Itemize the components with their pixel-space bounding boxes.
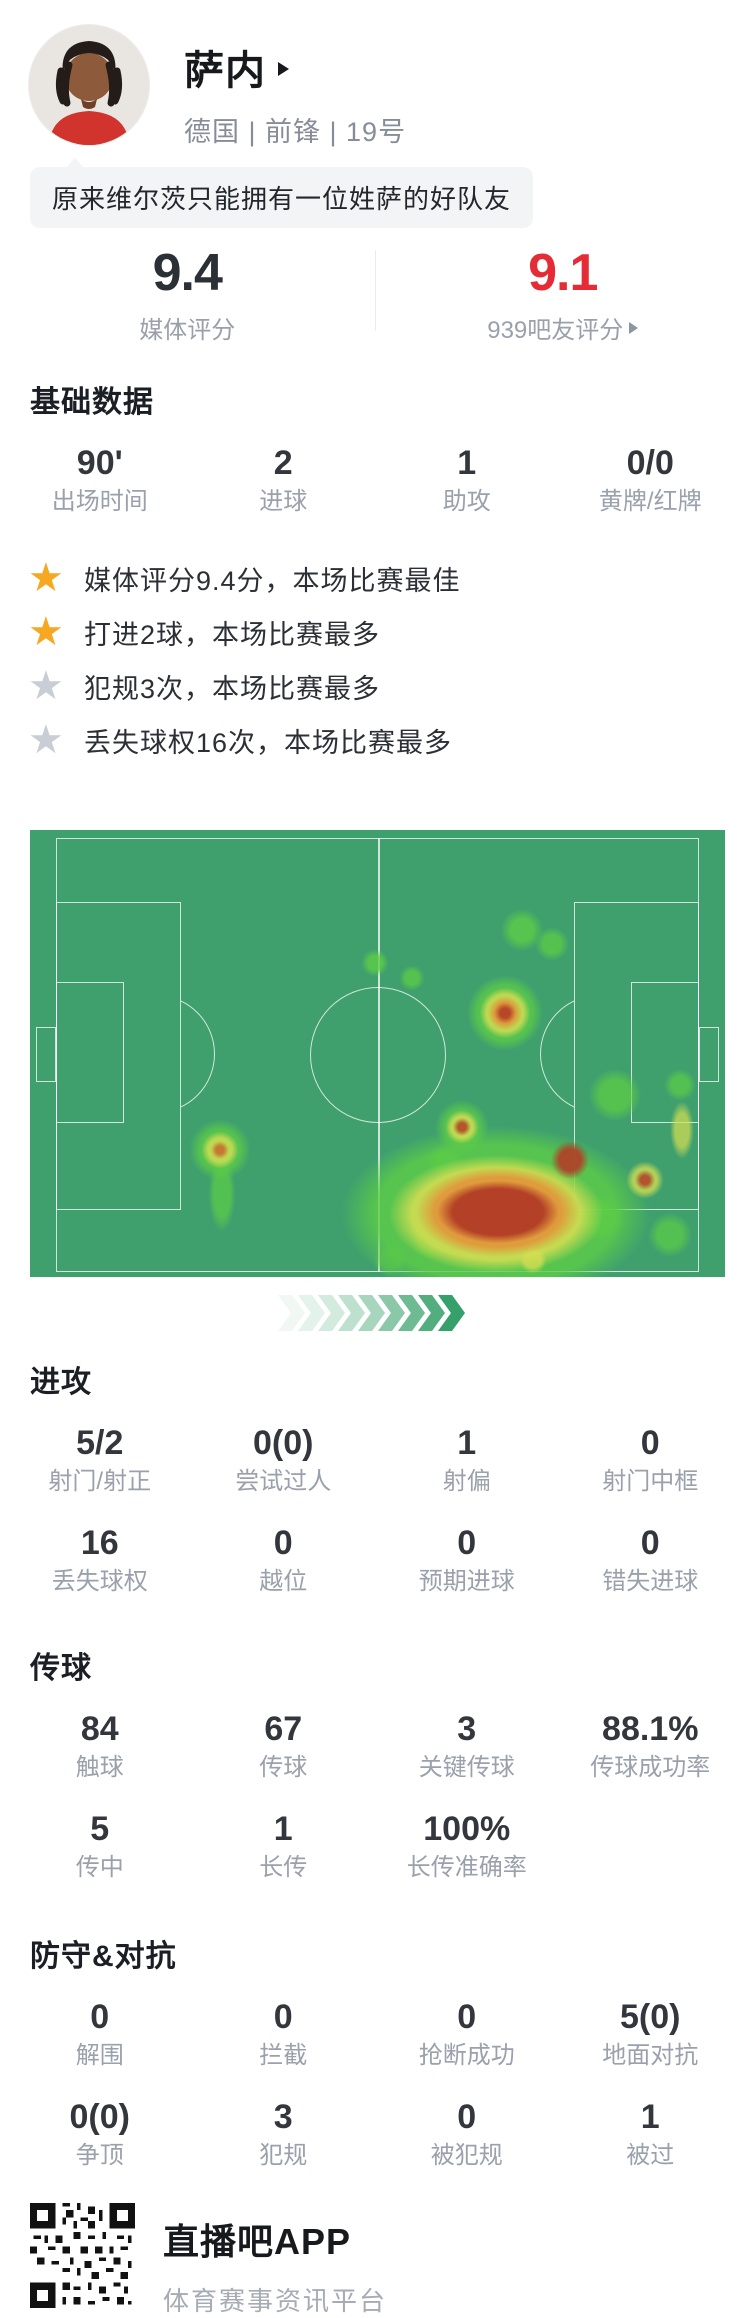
stat-aerial-duels: 0(0) 争顶 xyxy=(8,2097,192,2171)
player-photo xyxy=(29,25,149,145)
player-avatar xyxy=(28,24,150,146)
stat-key-passes: 3 关键传球 xyxy=(375,1709,559,1783)
stat-touches: 84 触球 xyxy=(8,1709,192,1783)
fan-rating-label-text: 939吧友评分 xyxy=(487,310,623,345)
stat-long-ball-accuracy: 100% 长传准确率 xyxy=(375,1809,559,1883)
star-icon: ★ xyxy=(28,558,74,598)
stat-pass-accuracy: 88.1% 传球成功率 xyxy=(559,1709,743,1783)
section-basic-data: 基础数据 90' 出场时间 2 进球 1 助攻 0/0 黄牌/红牌 xyxy=(0,377,750,517)
section-title-defense: 防守&对抗 xyxy=(0,1931,750,1975)
fan-rating-value: 9.1 xyxy=(376,244,750,302)
section-title-basic: 基础数据 xyxy=(0,377,750,421)
stat-tackles-won: 0 抢断成功 xyxy=(375,1997,559,2071)
chevron-right-icon xyxy=(629,322,638,334)
passing-stats-grid: 84 触球 67 传球 3 关键传球 88.1% 传球成功率 5 传中 1 长传… xyxy=(0,1709,750,1883)
stat-shots-off-target: 1 射偏 xyxy=(375,1423,559,1497)
stat-ground-duels: 5(0) 地面对抗 xyxy=(559,1997,743,2071)
player-meta: 德国 | 前锋 | 19号 xyxy=(184,110,406,149)
heatmap-pitch xyxy=(30,830,725,1277)
app-tagline: 体育赛事资讯平台 xyxy=(163,2281,387,2318)
fan-rating-label: 939吧友评分 xyxy=(487,310,638,345)
highlight-row: ★ 犯规3次，本场比赛最多 xyxy=(28,659,722,713)
ratings-row: 9.4 媒体评分 9.1 939吧友评分 xyxy=(0,244,750,345)
penalty-arc-left xyxy=(181,995,217,1115)
section-attack: 进攻 5/2 射门/射正 0(0) 尝试过人 1 射偏 0 射门中框 16 丢失… xyxy=(0,1357,750,1597)
player-name: 萨内 xyxy=(184,38,266,96)
stat-missed-chances: 0 错失进球 xyxy=(559,1523,743,1597)
stat-dribbles: 0(0) 尝试过人 xyxy=(192,1423,376,1497)
profile-info: 萨内 德国 | 前锋 | 19号 xyxy=(184,24,406,149)
stat-crosses: 5 传中 xyxy=(8,1809,192,1883)
pitch-center-circle xyxy=(310,987,446,1123)
chevron-progress-icons xyxy=(0,1295,750,1331)
footer-text: 直播吧APP 体育赛事资讯平台 xyxy=(163,2203,387,2318)
stat-woodwork: 0 射门中框 xyxy=(559,1423,743,1497)
stat-fouls: 3 犯规 xyxy=(192,2097,376,2171)
stat-expected-goals: 0 预期进球 xyxy=(375,1523,559,1597)
attack-stats-grid: 5/2 射门/射正 0(0) 尝试过人 1 射偏 0 射门中框 16 丢失球权 … xyxy=(0,1423,750,1597)
star-icon: ★ xyxy=(28,666,74,706)
highlight-row: ★ 丢失球权16次，本场比赛最多 xyxy=(28,713,722,767)
chevron-right-icon xyxy=(278,62,289,76)
goal-left xyxy=(36,1027,56,1082)
stat-assists: 1 助攻 xyxy=(375,443,559,517)
highlight-row: ★ 媒体评分9.4分，本场比赛最佳 xyxy=(28,551,722,605)
stat-interceptions: 0 拦截 xyxy=(192,1997,376,2071)
profile-header: 萨内 德国 | 前锋 | 19号 xyxy=(0,0,750,149)
section-passing: 传球 84 触球 67 传球 3 关键传球 88.1% 传球成功率 5 传中 1… xyxy=(0,1643,750,1883)
stat-goals: 2 进球 xyxy=(192,443,376,517)
penalty-arc-right xyxy=(538,995,574,1115)
stat-offsides: 0 越位 xyxy=(192,1523,376,1597)
stat-passes: 67 传球 xyxy=(192,1709,376,1783)
stat-minutes: 90' 出场时间 xyxy=(8,443,192,517)
quote-bubble: 原来维尔茨只能拥有一位姓萨的好队友 xyxy=(30,167,533,228)
goal-right xyxy=(699,1027,719,1082)
goal-area-right xyxy=(631,982,699,1123)
defense-stats-grid: 0 解围 0 拦截 0 抢断成功 5(0) 地面对抗 0(0) 争顶 3 犯规 … xyxy=(0,1997,750,2171)
stat-empty xyxy=(559,1809,743,1883)
app-name: 直播吧APP xyxy=(163,2213,387,2265)
star-icon: ★ xyxy=(28,720,74,760)
section-title-passing: 传球 xyxy=(0,1643,750,1687)
media-rating: 9.4 媒体评分 xyxy=(0,244,375,345)
section-title-attack: 进攻 xyxy=(0,1357,750,1401)
goal-area-left xyxy=(56,982,124,1123)
stat-long-balls: 1 长传 xyxy=(192,1809,376,1883)
highlight-row: ★ 打进2球，本场比赛最多 xyxy=(28,605,722,659)
highlights-list: ★ 媒体评分9.4分，本场比赛最佳 ★ 打进2球，本场比赛最多 ★ 犯规3次，本… xyxy=(0,551,750,767)
section-defense: 防守&对抗 0 解围 0 拦截 0 抢断成功 5(0) 地面对抗 0(0) 争顶… xyxy=(0,1931,750,2171)
quote-bubble-wrap: 原来维尔茨只能拥有一位姓萨的好队友 xyxy=(0,149,750,228)
basic-stats-grid: 90' 出场时间 2 进球 1 助攻 0/0 黄牌/红牌 xyxy=(0,443,750,517)
player-profile-link[interactable]: 萨内 xyxy=(184,38,406,96)
app-footer: 直播吧APP 体育赛事资讯平台 xyxy=(0,2203,750,2318)
chevron-icon xyxy=(278,1295,305,1331)
stat-clearances: 0 解围 xyxy=(8,1997,192,2071)
fan-rating[interactable]: 9.1 939吧友评分 xyxy=(376,244,750,345)
stat-shots: 5/2 射门/射正 xyxy=(8,1423,192,1497)
stat-fouled: 0 被犯规 xyxy=(375,2097,559,2171)
star-icon: ★ xyxy=(28,612,74,652)
media-rating-label: 媒体评分 xyxy=(139,310,235,345)
stat-possession-lost: 16 丢失球权 xyxy=(8,1523,192,1597)
stat-cards: 0/0 黄牌/红牌 xyxy=(559,443,743,517)
qr-code xyxy=(30,2203,135,2308)
stat-dribbled-past: 1 被过 xyxy=(559,2097,743,2171)
media-rating-value: 9.4 xyxy=(0,244,375,302)
